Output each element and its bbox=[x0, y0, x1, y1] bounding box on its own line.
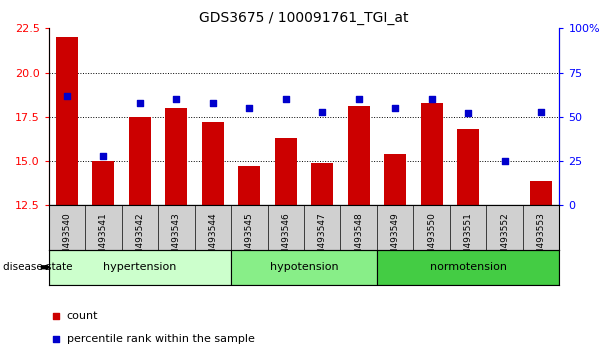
Bar bbox=[348, 106, 370, 205]
Text: count: count bbox=[66, 311, 98, 321]
Point bbox=[317, 109, 327, 114]
Title: GDS3675 / 100091761_TGI_at: GDS3675 / 100091761_TGI_at bbox=[199, 11, 409, 24]
Text: percentile rank within the sample: percentile rank within the sample bbox=[66, 334, 254, 344]
Text: GSM493547: GSM493547 bbox=[318, 212, 326, 267]
Point bbox=[244, 105, 254, 111]
Bar bbox=[311, 163, 333, 205]
Text: GSM493551: GSM493551 bbox=[464, 212, 472, 267]
Text: GSM493544: GSM493544 bbox=[209, 212, 217, 267]
Bar bbox=[377, 250, 559, 285]
Text: GSM493548: GSM493548 bbox=[354, 212, 363, 267]
Text: GSM493542: GSM493542 bbox=[136, 212, 144, 267]
Bar bbox=[421, 103, 443, 205]
Point bbox=[354, 96, 364, 102]
Bar bbox=[384, 154, 406, 205]
Bar bbox=[202, 122, 224, 205]
Text: GSM493545: GSM493545 bbox=[245, 212, 254, 267]
Text: GSM493549: GSM493549 bbox=[391, 212, 399, 267]
Bar bbox=[165, 108, 187, 205]
Point bbox=[52, 336, 61, 342]
Text: disease state: disease state bbox=[3, 262, 72, 272]
Point bbox=[171, 96, 181, 102]
Bar bbox=[275, 138, 297, 205]
Point bbox=[463, 110, 473, 116]
Bar bbox=[457, 129, 479, 205]
Text: GSM493553: GSM493553 bbox=[537, 212, 545, 267]
Point bbox=[500, 158, 510, 164]
Text: GSM493552: GSM493552 bbox=[500, 212, 509, 267]
Bar bbox=[56, 37, 78, 205]
Text: hypotension: hypotension bbox=[270, 262, 338, 272]
Text: GSM493550: GSM493550 bbox=[427, 212, 436, 267]
Point bbox=[135, 100, 145, 105]
Point bbox=[208, 100, 218, 105]
Bar bbox=[494, 205, 516, 209]
Text: GSM493540: GSM493540 bbox=[63, 212, 71, 267]
Text: GSM493546: GSM493546 bbox=[282, 212, 290, 267]
Text: GSM493541: GSM493541 bbox=[99, 212, 108, 267]
Point bbox=[390, 105, 400, 111]
Bar bbox=[238, 166, 260, 205]
Point bbox=[98, 153, 108, 159]
Bar bbox=[530, 181, 552, 205]
Text: hypertension: hypertension bbox=[103, 262, 176, 272]
Point bbox=[536, 109, 546, 114]
Text: GSM493543: GSM493543 bbox=[172, 212, 181, 267]
Text: normotension: normotension bbox=[430, 262, 506, 272]
Bar bbox=[49, 250, 231, 285]
Point bbox=[62, 93, 72, 98]
Bar bbox=[129, 117, 151, 205]
Point bbox=[281, 96, 291, 102]
Point bbox=[427, 96, 437, 102]
Point bbox=[52, 313, 61, 319]
Bar bbox=[92, 161, 114, 205]
Bar bbox=[231, 250, 377, 285]
